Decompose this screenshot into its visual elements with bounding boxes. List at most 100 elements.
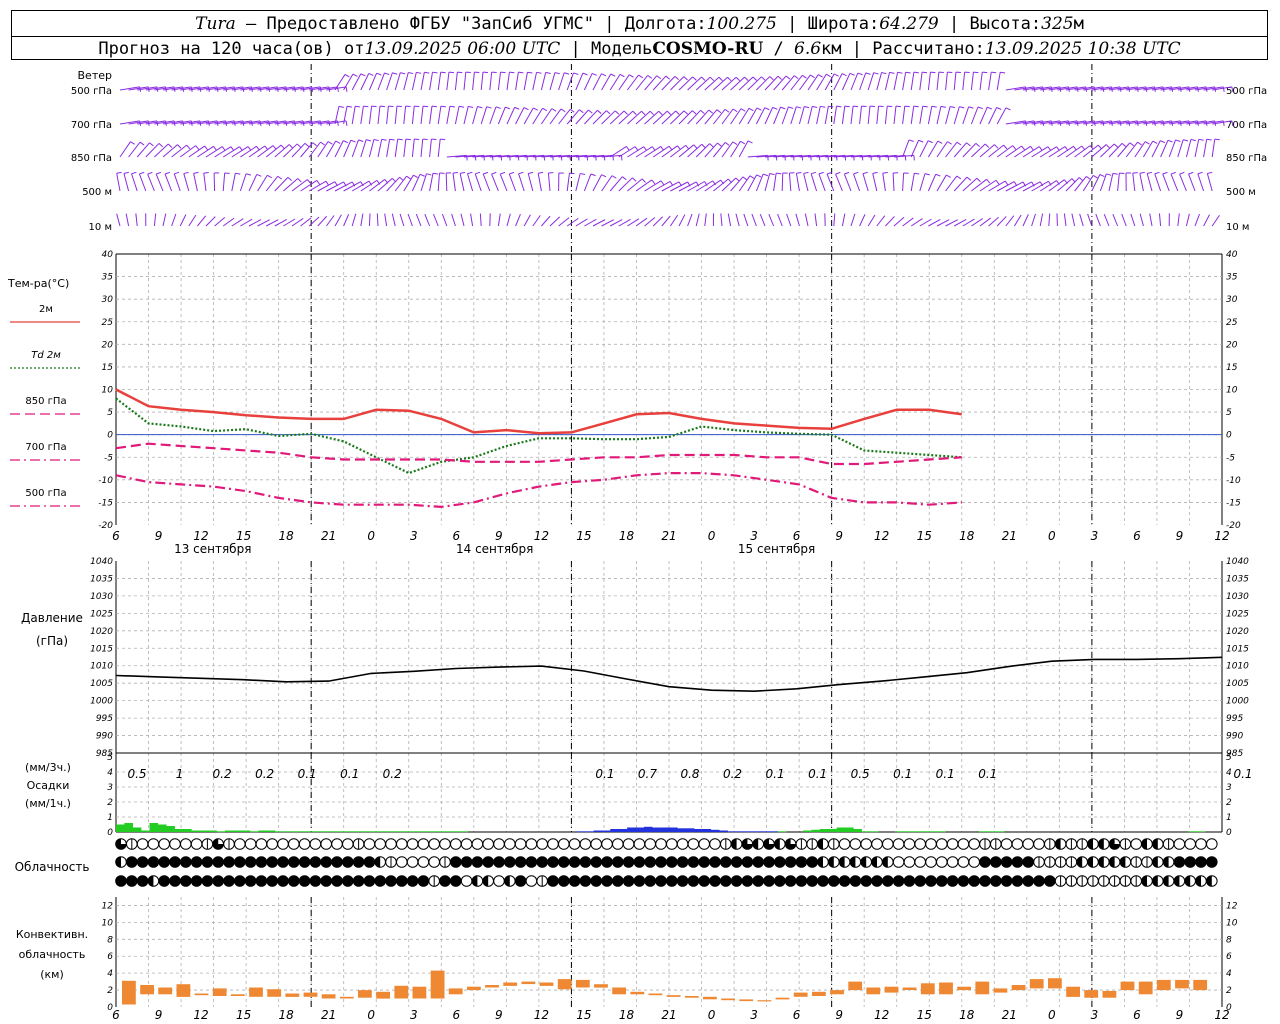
wind-barb-shaft (1031, 180, 1049, 192)
wind-barb (274, 218, 287, 227)
wind-barb (768, 213, 775, 227)
cloud-circle (806, 856, 819, 868)
wind-barb (308, 216, 320, 227)
precip-3h-total: 0.5 (851, 767, 870, 781)
wind-barb-feather (804, 106, 810, 109)
wind-barb-feather (545, 71, 551, 74)
cloud-circle (601, 856, 613, 868)
wind-barb-shaft (360, 213, 364, 227)
wind-barb-shaft (826, 173, 835, 192)
cloud-circle (676, 875, 689, 887)
wind-barb-feather (523, 107, 529, 111)
wind-barb-shaft (902, 139, 910, 158)
wind-barb-shaft (369, 179, 386, 192)
cloud-symbol (158, 838, 170, 850)
wind-barb-shaft (704, 109, 718, 125)
wind-barb-shaft (145, 86, 166, 91)
wind-barb (996, 107, 1011, 125)
wind-barb-shaft (1057, 120, 1078, 125)
cloud-symbol (417, 838, 430, 850)
wind-barb (523, 71, 533, 91)
wind-level-label: 700 гПа (1226, 120, 1267, 131)
wind-barb-feather (763, 173, 769, 177)
cloud-circle (558, 875, 570, 887)
wind-barb-feather (966, 142, 971, 147)
cloud-circle (266, 856, 279, 868)
cloud-symbol (914, 856, 927, 868)
wind-barb-shaft (764, 75, 779, 91)
wind-barb-feather (406, 175, 411, 180)
wind-barb-shaft (609, 146, 627, 158)
cloud-symbol (687, 856, 700, 868)
wind-barb (532, 71, 542, 91)
wind-barb (368, 138, 379, 158)
convective-bar (848, 981, 863, 991)
cloud-half-fill (1141, 875, 1147, 887)
convective-bar (1029, 979, 1044, 989)
wind-barb-shaft (1186, 120, 1207, 125)
wind-barb (781, 172, 788, 192)
cloud-circle (990, 875, 1002, 887)
wind-barb-shaft (308, 216, 320, 227)
wind-barb-feather (1162, 171, 1168, 175)
wind-barb-shaft (1005, 86, 1026, 91)
wind-barb-shaft (125, 213, 130, 227)
wind-barb (1014, 145, 1034, 158)
cloud-symbol (1022, 838, 1034, 850)
wind-barb-shaft (1134, 141, 1146, 158)
cloud-circle (352, 856, 365, 868)
wind-barb (919, 105, 928, 125)
wind-barb (979, 217, 992, 227)
cloud-symbol (990, 856, 1002, 868)
wind-barb-shaft (953, 142, 967, 158)
wind-barb-shaft (164, 173, 173, 192)
wind-barb (970, 71, 979, 91)
wind-barb (936, 71, 944, 91)
wind-barb (971, 218, 983, 227)
wind-barb-shaft (368, 213, 371, 227)
pressure-tick-label: 995 (1226, 714, 1243, 724)
cloud-circle (925, 838, 937, 850)
wind-barb (566, 72, 579, 91)
wind-barb-feather (732, 108, 738, 113)
cloud-half-fill (817, 856, 823, 868)
wind-barb-shaft (1169, 86, 1189, 91)
wind-barb-shaft (885, 216, 895, 227)
wind-barb (781, 106, 794, 125)
cloud-circle (979, 856, 991, 868)
wind-barb (816, 73, 831, 91)
cloud-symbol (1141, 856, 1153, 868)
cloud-circle (201, 875, 214, 887)
wind-barb-shaft (532, 72, 538, 91)
x-tick-label: 15 (236, 1008, 251, 1022)
precip-bar (141, 830, 150, 832)
wind-barb-feather (288, 144, 294, 149)
cloud-symbol (417, 875, 430, 887)
wind-barb-shaft (300, 142, 314, 158)
convective-bar (902, 987, 917, 990)
wind-barb-shaft (257, 86, 278, 91)
cloud-symbol (1195, 875, 1207, 887)
precip-tick-label: 5 (107, 753, 113, 763)
wind-barb-feather (950, 105, 956, 109)
cloud-circle (903, 875, 916, 887)
wind-barb-feather (701, 76, 706, 81)
wind-barb-shaft (223, 120, 243, 125)
convective-bar (1066, 986, 1080, 997)
precip-bar (384, 831, 393, 833)
wind-barb-shaft (1160, 120, 1181, 125)
wind-barb (472, 71, 480, 91)
cloud-circle (903, 856, 916, 868)
wind-barb-shaft (567, 154, 588, 158)
cloud-symbol (655, 856, 667, 868)
cloud-symbol (298, 838, 311, 850)
wind-barb-feather (780, 106, 786, 110)
wind-barb-shaft (1206, 173, 1213, 192)
wind-barb-shaft (1117, 86, 1138, 91)
cloud-symbol (1011, 875, 1024, 887)
wind-barb-shaft (902, 217, 914, 227)
wind-barb-feather (486, 106, 492, 109)
cloud-symbol (1087, 856, 1099, 868)
cloud-symbol (817, 856, 829, 868)
wind-barb (747, 76, 766, 91)
